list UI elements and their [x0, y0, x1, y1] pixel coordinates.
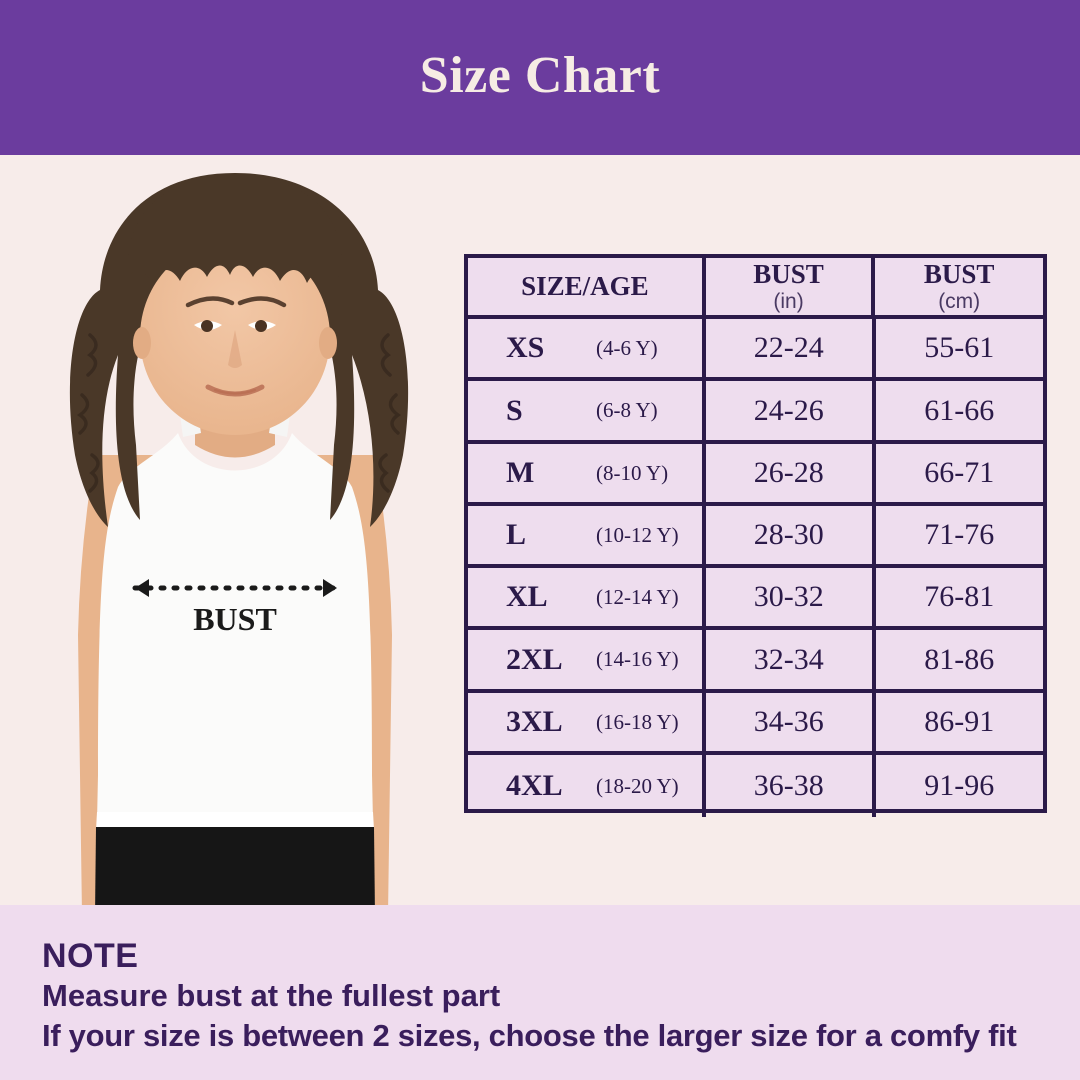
- svg-text:BUST: BUST: [193, 601, 277, 637]
